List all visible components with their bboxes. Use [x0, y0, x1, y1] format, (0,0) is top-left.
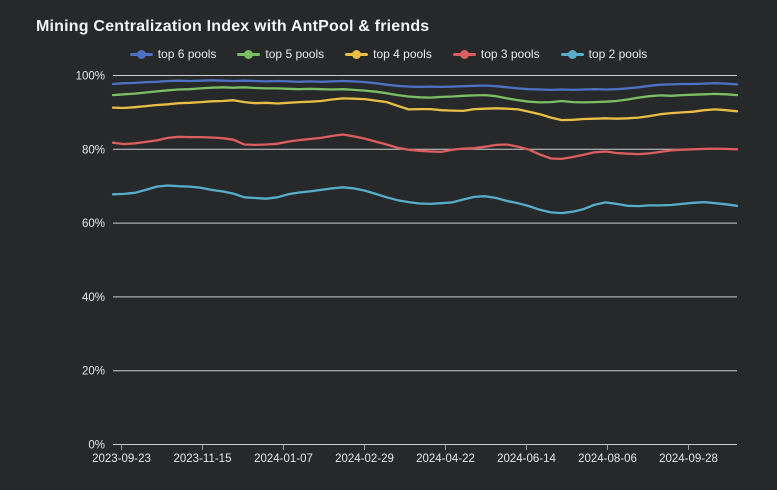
- x-tick-label: 2023-09-23: [92, 453, 151, 465]
- series-line-top-2-pools: [111, 184, 739, 215]
- y-tick-label: 80%: [82, 144, 105, 156]
- x-tick-label: 2024-06-14: [497, 453, 556, 465]
- x-tick-label: 2024-01-07: [254, 453, 313, 465]
- legend-line-dot-icon: [560, 49, 584, 59]
- x-tick-label: 2024-08-06: [578, 453, 637, 465]
- y-tick-label: 40%: [82, 292, 105, 304]
- series-line-top-6-pools: [111, 79, 739, 92]
- legend-line-dot-icon: [345, 49, 369, 59]
- legend-item-top-2-pools[interactable]: top 2 pools: [560, 47, 648, 61]
- legend-line-dot-icon: [237, 49, 261, 59]
- legend-label: top 6 pools: [157, 47, 217, 61]
- series-line-top-5-pools: [111, 86, 739, 104]
- series-line-top-3-pools: [111, 133, 739, 161]
- x-tick-label: 2024-02-29: [335, 453, 394, 465]
- legend-label: top 4 pools: [373, 47, 432, 61]
- legend-item-top-6-pools[interactable]: top 6 pools: [129, 47, 217, 61]
- legend-label: top 5 pools: [265, 47, 325, 61]
- legend-item-top-5-pools[interactable]: top 5 pools: [237, 47, 324, 61]
- y-tick-label: 60%: [82, 218, 105, 230]
- legend-label: top 3 pools: [480, 47, 540, 61]
- legend-item-top-4-pools[interactable]: top 4 pools: [345, 47, 432, 61]
- y-tick-label: 100%: [76, 71, 105, 83]
- y-tick-label: 20%: [82, 366, 105, 378]
- chart-title: Mining Centralization Index with AntPool…: [36, 18, 430, 35]
- x-tick-label: 2024-04-22: [416, 453, 475, 465]
- x-tick-label: 2024-09-28: [659, 453, 718, 465]
- series-line-top-4-pools: [111, 97, 739, 122]
- legend-line-dot-icon: [129, 49, 153, 59]
- chart-legend: top 6 pools top 5 pools top 4 pools top 3 p…: [0, 47, 777, 61]
- legend-item-top-3-pools[interactable]: top 3 pools: [452, 47, 540, 61]
- legend-line-dot-icon: [452, 49, 476, 59]
- legend-label: top 2 pools: [588, 47, 648, 61]
- y-tick-label: 0%: [88, 440, 105, 452]
- x-tick-label: 2023-11-15: [174, 453, 232, 465]
